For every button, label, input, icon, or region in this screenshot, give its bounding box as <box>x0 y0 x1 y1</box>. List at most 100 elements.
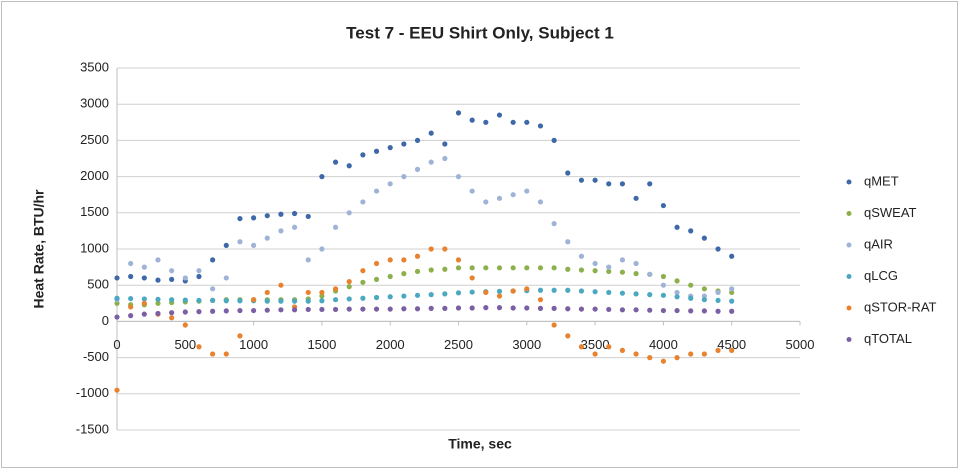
data-point <box>387 145 393 151</box>
data-point <box>223 298 229 304</box>
data-point <box>428 159 434 165</box>
data-point <box>674 289 680 296</box>
data-point <box>496 305 503 311</box>
data-point <box>496 195 503 201</box>
data-point <box>155 310 161 317</box>
y-tick-label: -1500 <box>76 421 109 436</box>
data-point <box>155 257 161 263</box>
legend-marker <box>846 179 852 185</box>
x-tick-label: 5000 <box>786 337 815 352</box>
data-point <box>264 289 270 296</box>
data-point <box>401 257 407 263</box>
data-point <box>196 297 202 304</box>
data-point <box>251 242 257 248</box>
data-point <box>305 289 311 296</box>
data-point <box>537 287 544 293</box>
data-point <box>141 275 147 281</box>
data-point <box>141 296 147 302</box>
data-point <box>319 306 325 313</box>
data-point <box>578 267 585 273</box>
data-point <box>319 246 325 252</box>
data-point <box>688 351 694 357</box>
data-point <box>223 308 229 314</box>
data-point <box>660 202 667 209</box>
data-point <box>210 297 216 304</box>
data-point <box>155 277 161 283</box>
data-point <box>660 282 667 288</box>
legend-label: qLCG <box>864 268 898 283</box>
data-point <box>210 351 216 357</box>
data-point <box>674 307 680 314</box>
x-tick-label: 4000 <box>649 337 678 352</box>
data-point <box>647 181 653 187</box>
data-point <box>592 260 598 267</box>
data-point <box>332 286 339 292</box>
data-point <box>401 141 407 147</box>
data-point <box>428 130 434 136</box>
data-point <box>291 307 298 313</box>
data-point <box>373 276 380 283</box>
data-point <box>551 287 557 293</box>
data-point <box>633 271 639 277</box>
data-point <box>592 351 598 357</box>
data-point <box>223 351 229 357</box>
data-point <box>455 257 462 263</box>
y-tick-label: -1000 <box>76 385 109 400</box>
data-point <box>619 181 626 187</box>
data-point <box>715 297 721 304</box>
data-point <box>688 308 694 314</box>
data-point <box>715 308 721 314</box>
data-point <box>373 306 380 312</box>
data-point <box>210 286 216 292</box>
data-point <box>332 306 339 313</box>
data-point <box>551 305 557 311</box>
data-point <box>414 292 421 298</box>
data-point <box>360 279 366 285</box>
data-point <box>688 295 694 301</box>
legend-marker <box>846 337 852 342</box>
data-point <box>524 265 530 271</box>
data-point <box>114 295 120 301</box>
data-point <box>469 265 475 271</box>
data-point <box>606 268 612 275</box>
data-point <box>401 306 407 312</box>
data-point <box>332 159 339 165</box>
data-point <box>469 188 475 194</box>
data-point <box>237 239 243 245</box>
data-point <box>346 296 352 302</box>
legend-label: qSTOR-RAT <box>864 299 937 314</box>
data-point <box>592 289 598 295</box>
data-point <box>578 177 585 183</box>
data-point <box>551 137 557 143</box>
data-point <box>278 298 284 304</box>
x-tick-label: 0 <box>113 337 120 352</box>
data-point <box>729 298 735 304</box>
data-point <box>114 314 120 320</box>
data-point <box>483 289 489 296</box>
data-point <box>428 267 434 273</box>
data-point <box>606 181 612 187</box>
data-point <box>237 215 243 222</box>
data-point <box>592 177 598 183</box>
data-point <box>264 307 270 313</box>
data-point <box>291 210 298 217</box>
legend-label: qSWEAT <box>864 205 917 220</box>
x-tick-label: 500 <box>174 337 196 352</box>
x-tick-label: 1500 <box>307 337 336 352</box>
legend-marker <box>846 211 852 216</box>
data-point <box>169 276 175 283</box>
data-point <box>592 306 598 312</box>
data-point <box>442 246 448 252</box>
data-point <box>223 242 229 248</box>
data-point <box>305 306 311 313</box>
data-point <box>633 291 639 297</box>
data-point <box>578 253 585 259</box>
data-point <box>578 306 585 312</box>
data-point <box>606 344 612 350</box>
data-point <box>483 305 489 311</box>
x-tick-label: 3500 <box>581 337 610 352</box>
data-point <box>660 292 667 298</box>
data-point <box>455 305 462 311</box>
data-point <box>688 228 694 234</box>
data-point <box>387 273 393 280</box>
